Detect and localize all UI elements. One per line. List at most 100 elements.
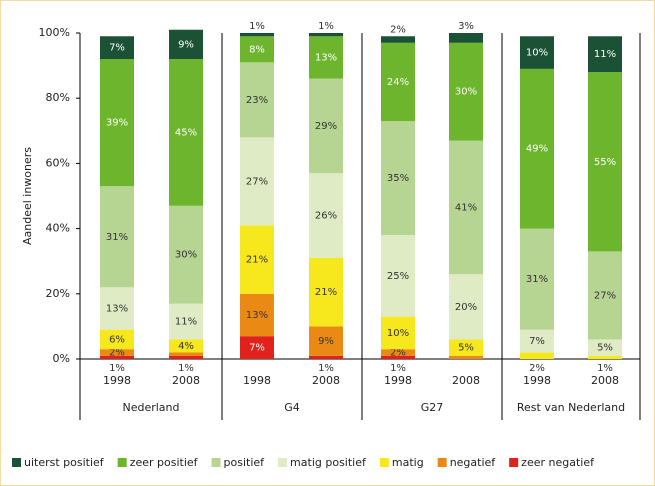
value-label: 55% (594, 157, 616, 168)
bar-segment (240, 62, 274, 138)
value-label: 24% (387, 77, 409, 88)
x-tick-label: 1998 (243, 374, 271, 387)
x-tick-label: 2008 (312, 374, 340, 387)
y-tick-label: 100% (39, 26, 70, 39)
value-label: 30% (455, 87, 477, 98)
value-label: 11% (175, 317, 197, 328)
x-tick-label: 2008 (452, 374, 480, 387)
x-tick-label: 1998 (103, 374, 131, 387)
value-label: 1% (318, 21, 334, 32)
bar-segment (588, 355, 622, 359)
bar-segment (381, 42, 415, 122)
value-label: 10% (387, 328, 409, 339)
value-label: 1% (597, 363, 613, 374)
bar-segment (169, 205, 203, 304)
value-label: 13% (315, 52, 337, 63)
value-label: 27% (594, 290, 616, 301)
legend-swatch (278, 458, 288, 467)
y-tick-label: 0% (53, 352, 70, 365)
bar-segment (169, 303, 203, 340)
value-label: 31% (526, 274, 548, 285)
bar-segment (100, 186, 134, 288)
bar-segment (100, 59, 134, 187)
legend-swatch (117, 458, 127, 467)
value-label: 13% (106, 303, 128, 314)
value-label: 45% (175, 127, 197, 138)
value-label: 5% (458, 343, 474, 354)
value-label: 9% (318, 336, 334, 347)
bar-segment (169, 355, 203, 359)
bar-segment (520, 68, 554, 229)
legend-swatch (12, 458, 21, 467)
value-label: 27% (246, 176, 268, 187)
bar-segment (169, 339, 203, 353)
bar-segment (520, 36, 554, 69)
value-label: 2% (109, 347, 125, 358)
x-tick-label: 1998 (523, 374, 551, 387)
bar-segment (381, 36, 415, 43)
bar-segment (381, 316, 415, 350)
bar-segment (381, 235, 415, 317)
value-label: 41% (455, 202, 477, 213)
value-label: 3% (458, 21, 474, 32)
bar-segment (449, 274, 483, 340)
y-tick-label: 80% (46, 91, 70, 104)
bar-segment (240, 293, 274, 337)
value-label: 23% (246, 95, 268, 106)
bar-segment (100, 349, 134, 356)
legend-swatch (509, 458, 519, 467)
value-label: 39% (106, 118, 128, 129)
value-label: 29% (315, 121, 337, 132)
legend-label: negatief (450, 456, 497, 469)
legend-swatch (379, 458, 389, 467)
value-label: 8% (249, 44, 265, 55)
bar-segment (240, 33, 274, 37)
bar-segment (588, 36, 622, 73)
x-tick-label: 1998 (384, 374, 412, 387)
y-axis-label: Aandeel inwoners (21, 147, 34, 245)
legend-label: zeer negatief (521, 456, 595, 469)
bar-segment (449, 355, 483, 359)
bar-segment (309, 355, 343, 359)
value-label: 7% (529, 336, 545, 347)
bar-segment (381, 349, 415, 356)
legend-label: matig (392, 456, 424, 469)
value-label: 26% (315, 211, 337, 222)
bar-segment (100, 329, 134, 350)
group-label: Nederland (122, 401, 179, 414)
value-label: 13% (246, 310, 268, 321)
bar-segment (588, 72, 622, 252)
bar-segment (309, 78, 343, 174)
bar-segment (449, 140, 483, 275)
value-label: 11% (594, 49, 616, 60)
value-label: 31% (106, 232, 128, 243)
value-label: 1% (390, 363, 406, 374)
value-label: 30% (175, 250, 197, 261)
group-label: G27 (421, 401, 444, 414)
bar-segment (240, 137, 274, 226)
value-label: 2% (390, 24, 406, 35)
value-label: 2% (529, 363, 545, 374)
bar-segment (309, 33, 343, 37)
legend-label: positief (224, 456, 266, 469)
bar-segment (169, 29, 203, 60)
bar-segment (169, 59, 203, 206)
value-label: 4% (178, 341, 194, 352)
bar-segment (100, 287, 134, 330)
y-tick-label: 40% (46, 222, 70, 235)
value-label: 1% (178, 363, 194, 374)
x-tick-label: 2008 (172, 374, 200, 387)
value-label: 21% (246, 255, 268, 266)
bar-segment (449, 42, 483, 141)
bar-segment (100, 36, 134, 60)
value-label: 35% (387, 173, 409, 184)
bar-segment (240, 36, 274, 63)
bar-segment (309, 257, 343, 327)
x-tick-label: 2008 (591, 374, 619, 387)
value-label: 2% (390, 347, 406, 358)
legend-swatch (211, 458, 221, 467)
value-label: 6% (109, 334, 125, 345)
bar-segment (240, 225, 274, 294)
legend-swatch (437, 458, 447, 467)
